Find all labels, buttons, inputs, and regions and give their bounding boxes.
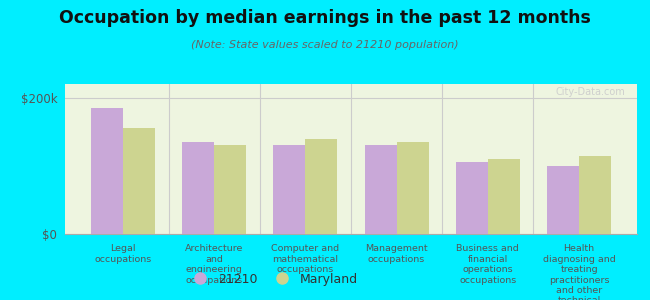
Legend: 21210, Maryland: 21210, Maryland — [183, 268, 363, 291]
Bar — [214, 146, 246, 234]
Text: (Note: State values scaled to 21210 population): (Note: State values scaled to 21210 popu… — [191, 40, 459, 50]
Bar — [396, 142, 428, 234]
Bar — [91, 108, 123, 234]
Bar — [182, 142, 214, 234]
Bar — [488, 159, 520, 234]
Bar — [123, 128, 155, 234]
Text: Occupation by median earnings in the past 12 months: Occupation by median earnings in the pas… — [59, 9, 591, 27]
Bar — [365, 146, 396, 234]
Bar — [306, 139, 337, 234]
Bar — [456, 162, 488, 234]
Text: City-Data.com: City-Data.com — [556, 87, 625, 97]
Bar — [579, 156, 611, 234]
Bar — [274, 146, 305, 234]
Bar — [547, 166, 579, 234]
